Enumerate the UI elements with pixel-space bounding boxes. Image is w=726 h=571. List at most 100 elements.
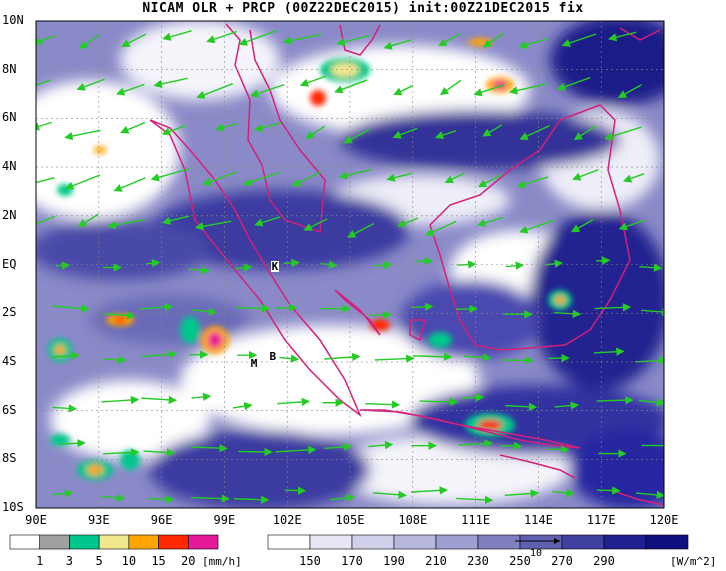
colorbar-tick-label: 210: [425, 554, 447, 568]
wind-arrow: [338, 168, 372, 180]
colorbar-swatch: [645, 534, 689, 550]
lat-label: 4S: [2, 353, 17, 368]
wind-arrow: [77, 213, 99, 227]
wind-arrow: [458, 439, 493, 448]
wind-arrow: [196, 83, 233, 99]
colorbar-tick-label: 10: [121, 554, 137, 568]
wind-arrow: [370, 310, 392, 320]
wind-arrow: [238, 447, 273, 457]
wind-arrow: [284, 486, 307, 495]
wind-arrow: [277, 397, 311, 407]
wind-arrow: [456, 495, 494, 505]
wind-arrow: [573, 125, 596, 141]
wind-arrow: [324, 352, 361, 362]
wind-arrow: [113, 177, 146, 192]
gridlines: [36, 21, 664, 508]
wind-arrow: [275, 303, 298, 312]
wind-arrow: [393, 84, 413, 96]
colorbar-tick-label: 20: [181, 554, 196, 568]
wind-arrow: [439, 79, 462, 96]
wind-arrow: [556, 76, 591, 91]
wind-arrow: [374, 354, 415, 363]
wind-arrow: [76, 78, 105, 91]
wind-arrow: [504, 489, 539, 498]
wind-arrow: [463, 353, 492, 362]
marker-label: B: [268, 350, 278, 364]
wind-arrow: [505, 261, 525, 270]
colorbar-swatch: [435, 534, 479, 550]
precip-blobs: [48, 38, 572, 480]
colorbar-swatch: [603, 534, 647, 550]
wind-arrow: [383, 39, 412, 50]
wind-arrow: [414, 256, 433, 266]
wind-arrow: [593, 347, 625, 356]
wind-arrow: [596, 256, 611, 265]
wind-arrow: [477, 216, 503, 227]
wind-arrow: [392, 127, 418, 139]
wind-arrow: [120, 121, 146, 134]
wind-arrow: [596, 486, 621, 495]
wind-arrow: [641, 307, 664, 317]
wind-arrow: [101, 395, 140, 405]
colorbar-tick-label: 190: [383, 554, 405, 568]
precip-unit: [mm/h]: [202, 555, 242, 568]
wind-arrow: [36, 79, 51, 86]
colorbar-swatch: [128, 534, 159, 550]
wind-arrow: [146, 259, 161, 268]
wind-arrow: [102, 355, 127, 365]
map-title: NICAM OLR + PRCP (00Z22DEC2015) init:00Z…: [142, 1, 584, 16]
wind-arrow: [103, 311, 136, 320]
wind-arrow: [638, 398, 664, 407]
wind-arrow: [64, 129, 101, 141]
wind-arrow: [141, 395, 178, 405]
wind-arrow: [232, 402, 253, 411]
olr-field: [36, 21, 664, 508]
colorbar-swatch: [39, 534, 70, 550]
wind-arrow: [596, 395, 634, 405]
wind-arrow: [434, 130, 456, 140]
wind-arrow: [153, 77, 188, 89]
wind-arrow: [188, 266, 210, 275]
wind-arrow: [365, 400, 401, 409]
wind-arrow: [36, 121, 52, 131]
wind-arrow: [552, 488, 575, 498]
wind-arrow: [249, 83, 285, 98]
colorbar-tick-label: 150: [299, 554, 321, 568]
colorbar-swatch: [9, 534, 41, 550]
lat-label: EQ: [2, 256, 17, 271]
wind-arrow: [336, 34, 370, 47]
wind-arrow: [618, 219, 645, 231]
wind-arrow: [206, 30, 237, 44]
wind-arrow: [116, 83, 145, 96]
lon-label: 102E: [272, 513, 302, 527]
wind-arrow: [396, 217, 419, 228]
wind-arrow: [101, 493, 126, 502]
colorbar-tick-label: 270: [551, 554, 573, 568]
wind-arrow: [282, 33, 322, 45]
wind-arrow: [372, 490, 407, 499]
wind-arrow: [107, 218, 145, 230]
wind-arrow: [59, 439, 86, 448]
wind-arrow: [191, 392, 212, 402]
wind-arrow: [505, 402, 538, 412]
colorbar-swatch: [187, 534, 219, 550]
lon-label: 96E: [150, 513, 173, 527]
colorbar-swatch: [477, 534, 521, 550]
wind-arrow: [305, 125, 326, 139]
wind-arrow: [410, 486, 448, 495]
colorbar-tick-label: 170: [341, 554, 363, 568]
wind-arrow: [120, 33, 147, 48]
wind-arrow: [419, 397, 459, 407]
wind-arrow: [639, 263, 663, 272]
wind-arrow: [161, 124, 186, 136]
wind-arrow: [561, 33, 597, 47]
wind-arrow: [143, 448, 176, 457]
wind-arrow: [412, 352, 453, 361]
wind-vectors: [36, 29, 664, 505]
lat-label: 10S: [2, 500, 24, 514]
wind-arrow: [334, 79, 368, 94]
wind-arrow: [320, 260, 338, 269]
wind-arrow: [190, 494, 231, 503]
wind-arrow: [36, 176, 55, 184]
lat-label: 4N: [2, 159, 17, 174]
